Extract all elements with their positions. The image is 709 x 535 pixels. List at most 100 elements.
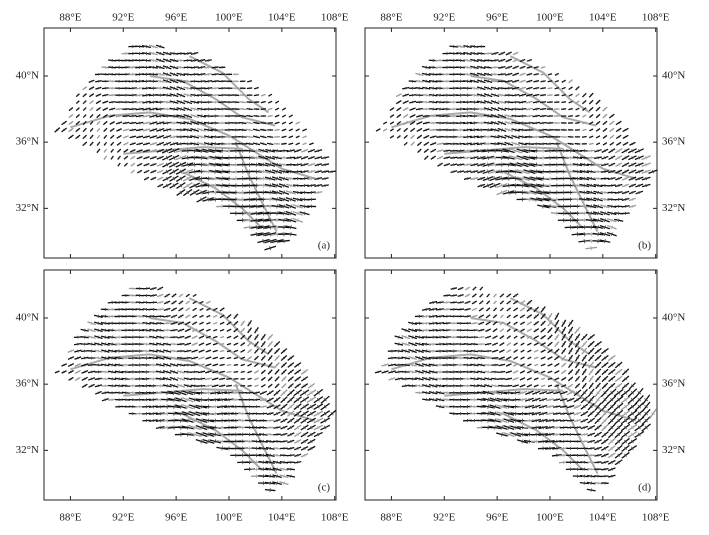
vector — [262, 238, 265, 244]
vector — [576, 176, 579, 181]
vector — [283, 481, 285, 485]
vector — [597, 129, 599, 131]
vector — [528, 100, 531, 104]
vector — [576, 419, 579, 422]
vector — [494, 162, 496, 167]
vector — [316, 397, 320, 402]
vector — [617, 170, 620, 173]
vector — [83, 115, 86, 117]
vector — [180, 107, 182, 111]
vector — [589, 419, 593, 423]
vector — [83, 377, 86, 381]
vector — [637, 391, 642, 395]
vector — [173, 321, 175, 325]
vector — [290, 440, 292, 443]
vector — [268, 335, 272, 339]
vector — [186, 176, 190, 181]
vector — [603, 218, 606, 223]
vector — [118, 121, 120, 125]
vector — [241, 350, 244, 353]
vector — [569, 87, 572, 90]
vector — [603, 419, 607, 423]
vector — [596, 405, 600, 409]
vector — [269, 412, 271, 415]
vector — [104, 107, 107, 111]
vector — [193, 390, 196, 395]
vector — [159, 335, 161, 339]
vector — [283, 176, 285, 181]
vector — [610, 412, 614, 416]
vector — [159, 177, 162, 180]
vector — [179, 397, 182, 402]
vector — [590, 176, 592, 181]
vector — [480, 156, 483, 160]
vector — [569, 94, 572, 97]
vector — [507, 155, 510, 160]
vector — [145, 149, 148, 153]
vector — [303, 397, 306, 402]
vector — [576, 412, 579, 416]
vector — [597, 197, 599, 202]
vector — [535, 391, 538, 395]
vector — [576, 108, 579, 110]
vector — [480, 65, 483, 69]
vector — [542, 398, 544, 402]
vector — [296, 218, 299, 223]
vector — [310, 411, 313, 416]
vector — [97, 384, 100, 388]
vector — [603, 439, 607, 443]
vector — [631, 204, 634, 208]
vector — [617, 432, 621, 437]
vector — [166, 51, 168, 56]
vector — [528, 370, 531, 373]
vector — [487, 411, 489, 416]
vector — [104, 363, 106, 367]
vector — [480, 58, 482, 62]
vector — [514, 142, 517, 146]
vector — [542, 190, 544, 195]
vector — [487, 148, 489, 153]
vector — [604, 197, 606, 202]
vector — [296, 405, 300, 409]
vector — [214, 176, 216, 181]
vector — [200, 190, 203, 195]
vector — [221, 315, 223, 318]
vector — [296, 122, 299, 124]
vector — [159, 121, 162, 125]
fault-trace — [470, 316, 597, 369]
vector — [418, 79, 421, 83]
vector — [111, 356, 113, 360]
vector — [596, 356, 600, 360]
vector — [494, 349, 496, 353]
vector — [186, 114, 189, 118]
vector — [70, 121, 72, 125]
vector — [180, 322, 182, 325]
vector — [69, 135, 72, 139]
vector — [193, 301, 196, 304]
vector — [397, 115, 400, 118]
vector — [159, 356, 162, 360]
vector — [596, 349, 600, 353]
vector — [514, 169, 517, 174]
vector — [397, 129, 400, 131]
vector — [549, 363, 551, 366]
vector — [255, 363, 258, 366]
vector — [303, 163, 306, 167]
vector — [289, 426, 292, 429]
vector — [473, 149, 476, 153]
vector — [138, 163, 141, 166]
vector — [275, 370, 279, 374]
vector — [303, 128, 306, 131]
vector — [555, 356, 558, 360]
vector — [56, 128, 59, 132]
vector — [397, 122, 400, 124]
vector — [193, 418, 196, 423]
vector — [617, 397, 621, 402]
y-tick-label: 32°N — [16, 202, 39, 214]
vector — [432, 363, 434, 367]
vector — [255, 211, 258, 216]
vector — [276, 101, 278, 103]
vector — [187, 432, 189, 437]
vector — [200, 128, 203, 132]
vector — [569, 384, 572, 387]
